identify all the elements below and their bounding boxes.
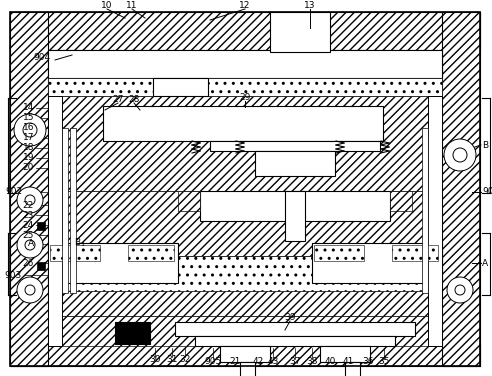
Bar [285,191,305,241]
Text: 18: 18 [23,144,34,153]
Bar [50,245,100,261]
Text: 10: 10 [101,2,113,11]
Text: 12: 12 [239,2,251,11]
Bar [48,243,178,283]
Text: 904: 904 [33,53,51,62]
Bar [442,12,480,366]
Bar [103,106,383,141]
Circle shape [14,114,46,146]
Text: 32: 32 [179,355,191,364]
Text: 35: 35 [378,358,390,367]
Bar [345,362,360,376]
Bar [48,316,442,346]
Text: 27: 27 [112,96,123,105]
Text: 901: 901 [482,188,492,197]
Bar [390,191,412,211]
Text: 39: 39 [284,314,296,323]
Text: 17: 17 [23,133,34,143]
Text: 19: 19 [23,153,34,162]
Text: 37: 37 [289,358,301,367]
Bar [37,262,45,270]
Bar [37,222,45,230]
Circle shape [17,232,43,258]
Bar [314,245,364,261]
Text: 24: 24 [23,220,34,229]
Bar [178,191,200,211]
Circle shape [17,187,43,213]
Text: 11: 11 [126,2,138,11]
Bar [220,346,270,362]
Bar [195,336,395,346]
Text: A: A [28,240,34,249]
Bar [10,12,48,366]
Text: 23: 23 [23,211,34,220]
Bar [48,256,442,291]
Text: 30: 30 [149,355,161,364]
Bar [48,96,62,346]
Text: 14: 14 [23,103,34,112]
Bar [200,191,390,221]
Bar [70,128,76,293]
Text: 43: 43 [267,358,278,367]
Bar [422,128,428,293]
Text: 31: 31 [166,355,178,364]
Bar [208,78,442,96]
Text: 40: 40 [324,358,336,367]
Text: 38: 38 [306,358,318,367]
Text: 13: 13 [304,2,316,11]
Circle shape [447,277,473,303]
Bar [62,128,68,293]
Circle shape [17,277,43,303]
Text: A: A [482,259,488,267]
Bar [10,344,480,366]
Bar [10,12,480,50]
Text: 903: 903 [5,270,22,279]
Text: 15: 15 [23,114,34,123]
Text: 26: 26 [23,259,34,267]
Bar [312,243,442,283]
Bar [115,322,150,344]
Bar [175,322,415,336]
Text: 36: 36 [362,358,374,367]
Bar [48,256,442,316]
Text: 42: 42 [252,358,264,367]
Bar [270,12,330,52]
Text: 28: 28 [128,96,140,105]
Bar [240,362,255,376]
Text: 21: 21 [229,358,241,367]
Bar [128,245,174,261]
Bar [255,151,335,176]
Bar [320,346,370,362]
Text: 41: 41 [342,358,354,367]
Text: 902: 902 [5,188,22,197]
Bar [153,78,208,96]
Text: 25: 25 [23,230,34,240]
Text: 20: 20 [23,164,34,173]
Circle shape [444,139,476,171]
Text: 22: 22 [23,200,34,209]
Bar [48,50,442,78]
Text: 16: 16 [23,123,34,132]
Bar [48,191,442,256]
Text: B$_1$: B$_1$ [74,237,86,249]
Text: B: B [482,141,488,150]
Bar [428,96,442,346]
Bar [48,96,442,191]
Bar [48,78,153,96]
Text: 905: 905 [204,358,221,367]
Bar [210,141,380,151]
Text: 29: 29 [239,94,251,103]
Bar [392,245,438,261]
